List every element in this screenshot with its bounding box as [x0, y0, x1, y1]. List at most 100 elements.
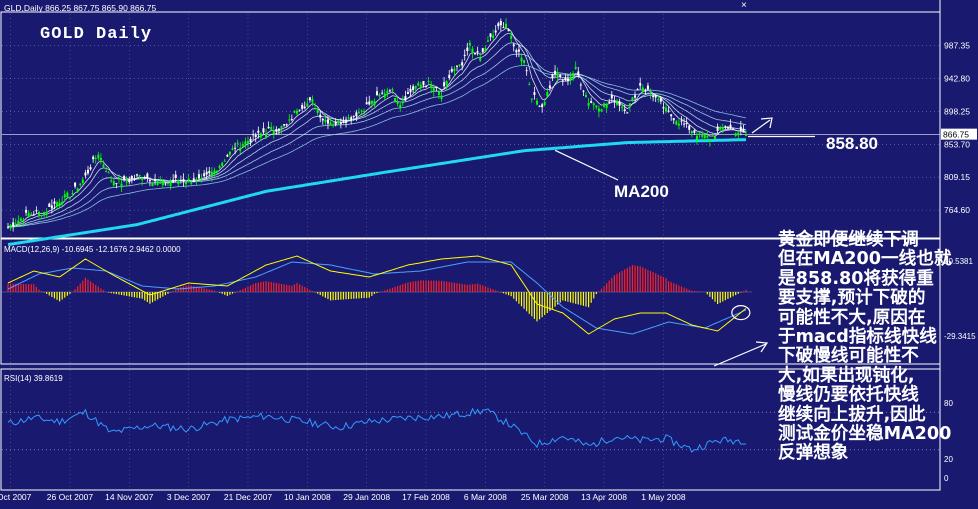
candle-body: [401, 101, 404, 104]
candle-body: [7, 226, 9, 228]
candle-body: [610, 94, 613, 99]
analysis-comment: 黄金即便继续下调 但在MA200一线也就 是858.80将获得重 要支撑,预计下…: [778, 230, 978, 464]
candle-body: [58, 202, 61, 207]
candle-body: [128, 178, 131, 183]
candle-body: [590, 101, 593, 103]
candle-body: [360, 110, 363, 112]
candle-body: [314, 107, 317, 109]
candle-body: [345, 119, 348, 123]
candle-body: [221, 162, 224, 166]
candle-body: [404, 96, 407, 101]
candle-body: [745, 135, 747, 137]
candle-body: [507, 28, 510, 32]
candle-body: [334, 121, 337, 125]
candle-body: [17, 220, 20, 225]
candle-body: [239, 147, 242, 151]
rsi-header: RSI(14) 39.8619: [4, 374, 63, 383]
candle-body: [654, 94, 657, 98]
candle-body: [203, 173, 206, 177]
grid-group: [0, 0, 941, 491]
moving-average-line: [7, 27, 747, 228]
candle-body: [120, 183, 123, 188]
candle-body: [84, 172, 87, 176]
candle-body: [187, 178, 190, 181]
candle-body: [698, 132, 701, 134]
candle-body: [133, 178, 136, 180]
candle-body: [600, 109, 603, 112]
candle-body: [566, 78, 569, 81]
candle-body: [445, 80, 448, 85]
candle-body: [226, 154, 229, 157]
candle-body: [690, 131, 693, 134]
comment-line: 但在MA200一线也就: [778, 249, 952, 270]
candle-body: [732, 128, 735, 130]
candle-body: [197, 174, 200, 179]
candle-body: [577, 71, 580, 76]
candle-body: [61, 201, 64, 204]
candle-body: [112, 181, 115, 186]
candle-body: [639, 83, 642, 86]
ticker-header: GLD,Daily 866.25 867.75 865.90 866.75: [4, 3, 156, 13]
current-price-label: 866.75: [943, 130, 969, 140]
candle-body: [241, 144, 244, 147]
x-tick-label: 25 Mar 2008: [521, 492, 569, 502]
candle-body: [530, 98, 533, 100]
candle-body: [388, 90, 391, 92]
candle-body: [440, 95, 443, 99]
candle-body: [138, 175, 141, 177]
candle-body: [701, 135, 704, 137]
rsi-panel: [2, 407, 940, 453]
candle-body: [430, 84, 433, 88]
candle-body: [280, 126, 283, 130]
candle-body: [670, 114, 673, 117]
candle-body: [450, 69, 453, 72]
candle-body: [43, 212, 46, 216]
candle-body: [587, 102, 590, 106]
candle-body: [210, 171, 213, 176]
candle-body: [548, 85, 551, 89]
candle-body: [63, 194, 66, 198]
candle-body: [272, 130, 275, 135]
candle-body: [166, 182, 169, 184]
candle-body: [677, 123, 680, 126]
candle-body: [89, 167, 92, 170]
macd-cross-circle: [731, 304, 751, 321]
candle-body: [559, 74, 562, 77]
candle-body: [350, 117, 353, 121]
candle-body: [316, 110, 319, 113]
candle-body: [19, 218, 22, 221]
candle-body: [662, 107, 665, 109]
current-price-box: [941, 128, 977, 140]
candle-body: [502, 27, 505, 29]
candle-body: [646, 85, 649, 90]
ma200-label: MA200: [614, 182, 669, 201]
close-icon[interactable]: ×: [741, 0, 747, 11]
candle-body: [538, 105, 541, 107]
chart-title: GOLD Daily: [40, 25, 152, 44]
rsi-line: [7, 407, 746, 453]
candle-body: [386, 90, 389, 94]
candle-body: [466, 47, 469, 52]
candle-body: [623, 109, 626, 112]
candle-body: [342, 120, 345, 123]
candle-body: [672, 118, 675, 121]
breakout-arrow-head: [760, 117, 773, 129]
candle-body: [115, 183, 118, 185]
candle-body: [236, 142, 239, 144]
price-tick-label: 764.60: [944, 205, 970, 215]
price-tick-label: 853.70: [944, 139, 970, 149]
candle-body: [308, 97, 311, 101]
candle-body: [179, 180, 182, 182]
candle-body: [714, 136, 717, 140]
candle-body: [618, 101, 621, 106]
candle-body: [30, 213, 33, 215]
candle-body: [505, 23, 508, 28]
candle-body: [35, 210, 38, 212]
moving-average-line: [7, 64, 747, 228]
candle-body: [288, 119, 291, 121]
candle-body: [37, 211, 40, 216]
candle-body: [399, 104, 402, 108]
candle-body: [357, 111, 360, 113]
